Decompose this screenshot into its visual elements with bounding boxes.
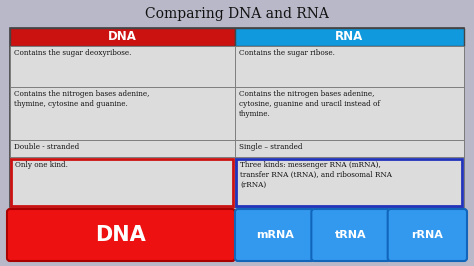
Bar [237,159,463,206]
Text: Only one kind.: Only one kind. [15,161,68,169]
Text: Double - stranded: Double - stranded [14,143,79,151]
Bar [10,87,235,140]
Bar [235,157,464,207]
Text: Single – stranded: Single – stranded [239,143,302,151]
Text: Contains the nitrogen bases adenine,
thymine, cytosine and guanine.: Contains the nitrogen bases adenine, thy… [14,90,149,108]
FancyBboxPatch shape [388,209,467,261]
Text: Contains the sugar deoxyribose.: Contains the sugar deoxyribose. [14,49,131,57]
Text: Contains the nitrogen bases adenine,
cytosine, guanine and uracil instead of
thy: Contains the nitrogen bases adenine, cyt… [239,90,380,118]
Bar [10,28,235,46]
Bar [10,46,235,87]
Bar [10,28,464,207]
Bar [235,87,464,140]
Text: RNA: RNA [336,31,364,44]
Text: DNA: DNA [108,31,137,44]
FancyBboxPatch shape [235,209,314,261]
Bar [235,28,464,46]
Text: DNA: DNA [96,225,146,245]
Bar [11,159,234,206]
FancyBboxPatch shape [311,209,391,261]
Text: mRNA: mRNA [256,230,293,240]
Text: Contains the sugar ribose.: Contains the sugar ribose. [239,49,335,57]
Text: Three kinds: messenger RNA (mRNA),
transfer RNA (tRNA), and ribosomal RNA
(rRNA): Three kinds: messenger RNA (mRNA), trans… [240,161,392,189]
Bar [235,140,464,157]
Text: Comparing DNA and RNA: Comparing DNA and RNA [145,7,329,21]
Text: tRNA: tRNA [335,230,367,240]
Bar [10,157,235,207]
Bar [235,46,464,87]
Bar [10,140,235,157]
FancyBboxPatch shape [7,209,235,261]
Text: rRNA: rRNA [411,230,443,240]
